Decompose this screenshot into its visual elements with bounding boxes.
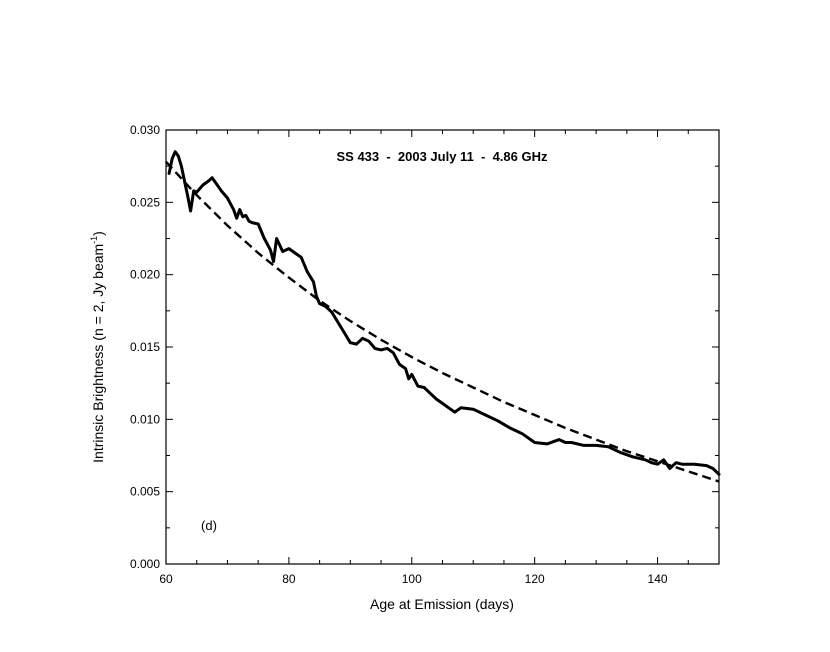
y-tick-label: 0.025 xyxy=(130,195,160,209)
y-axis-title-close: ) xyxy=(90,231,106,236)
y-axis-title-superscript: -1 xyxy=(89,236,99,244)
x-tick-label: 120 xyxy=(525,572,545,586)
y-tick-label: 0.030 xyxy=(130,123,160,137)
x-tick-label: 60 xyxy=(159,572,173,586)
y-axis-title: Intrinsic Brightness (n = 2, Jy beam-1) xyxy=(89,231,106,463)
x-axis: 60 80 100 120 140 xyxy=(159,130,720,586)
plot-frame xyxy=(165,129,720,565)
series-layer xyxy=(165,150,721,483)
y-tick-label: 0.000 xyxy=(130,557,160,571)
y-axis-title-group: Intrinsic Brightness (n = 2, Jy beam-1) xyxy=(89,231,106,463)
panel-label: (d) xyxy=(201,518,217,533)
plot-title: SS 433 - 2003 July 11 - 4.86 GHz xyxy=(336,149,548,164)
x-tick-label: 140 xyxy=(648,572,668,586)
x-tick-label: 80 xyxy=(282,572,296,586)
y-axis-title-main: Intrinsic Brightness (n = 2, Jy beam xyxy=(90,244,106,463)
y-tick-label: 0.015 xyxy=(130,340,160,354)
y-tick-label: 0.020 xyxy=(130,268,160,282)
y-tick-label: 0.005 xyxy=(130,485,160,499)
x-axis-title: Age at Emission (days) xyxy=(370,596,514,612)
y-tick-label: 0.010 xyxy=(130,412,160,426)
y-axis: 0.000 0.005 0.010 0.015 0.020 0.025 0.030 xyxy=(130,123,719,571)
observed-curve-solid xyxy=(167,150,721,476)
model-curve-dashed xyxy=(165,160,720,483)
x-tick-label: 100 xyxy=(402,572,422,586)
